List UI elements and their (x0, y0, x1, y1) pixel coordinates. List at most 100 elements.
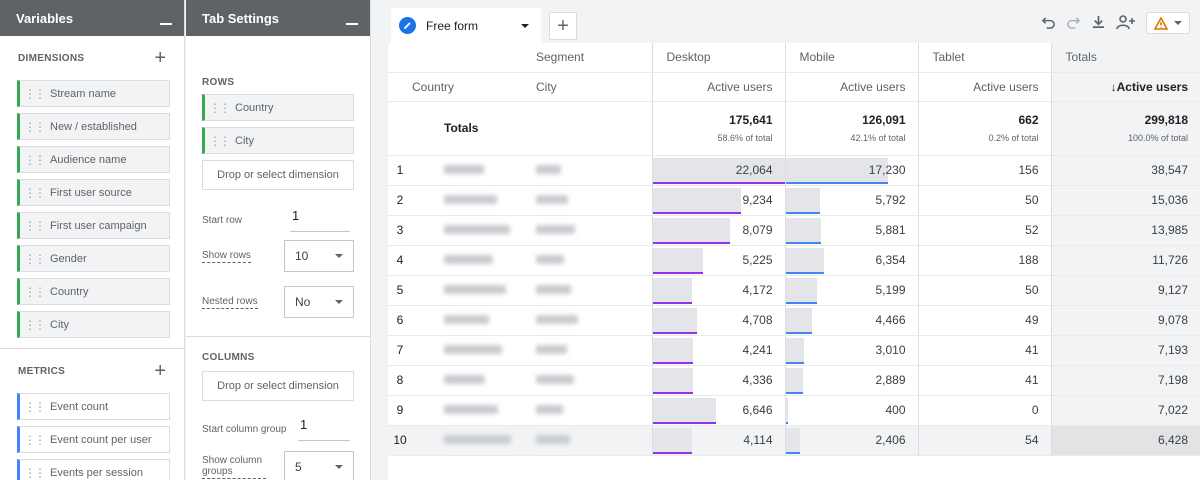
desktop-bar (653, 421, 716, 424)
drag-handle-icon[interactable]: ⋮⋮ (24, 399, 46, 414)
dimension-chip[interactable]: ⋮⋮ Gender (17, 245, 170, 272)
drag-handle-icon[interactable]: ⋮⋮ (24, 317, 46, 332)
drag-handle-icon[interactable]: ⋮⋮ (209, 133, 231, 148)
drag-handle-icon[interactable]: ⋮⋮ (24, 152, 46, 167)
show-rows-select[interactable]: 10 (284, 240, 354, 272)
mobile-value: 2,889 (875, 373, 906, 387)
tab-free-form[interactable]: Free form (391, 8, 541, 43)
dimension-chip[interactable]: ⋮⋮ First user source (17, 179, 170, 206)
segment-desktop[interactable]: Desktop (651, 43, 785, 73)
table-row[interactable]: 5 4,172 5,199 50 9,127 (388, 275, 1200, 306)
chip-label: Gender (50, 252, 87, 265)
country-cell (412, 425, 522, 456)
metric-chip[interactable]: ⋮⋮ Event count per user (17, 426, 170, 453)
table-row[interactable]: 6 4,708 4,466 49 9,078 (388, 305, 1200, 336)
metric-chip[interactable]: ⋮⋮ Events per session (17, 459, 170, 480)
drag-handle-icon[interactable]: ⋮⋮ (24, 86, 46, 101)
minimize-icon[interactable] (346, 23, 358, 25)
metrics-section-header: METRICS + (0, 349, 184, 393)
mobile-bar (786, 211, 820, 214)
minimize-icon[interactable] (160, 23, 172, 25)
mobile-value: 5,199 (875, 283, 906, 297)
redacted-text (444, 165, 484, 174)
redo-icon[interactable] (1066, 14, 1081, 32)
mobile-value: 17,230 (868, 163, 906, 177)
table-row[interactable]: 8 4,336 2,889 41 7,198 (388, 365, 1200, 396)
add-tab-button[interactable]: + (549, 12, 577, 40)
desktop-bar (653, 361, 694, 364)
city-cell (522, 365, 652, 396)
country-header[interactable]: Country (388, 72, 522, 102)
row-number: 10 (388, 425, 412, 456)
segment-tablet[interactable]: Tablet (917, 43, 1051, 73)
table-row[interactable]: 4 5,225 6,354 188 11,726 (388, 245, 1200, 276)
row-dimension-chip[interactable]: ⋮⋮ Country (202, 94, 354, 121)
dimension-chip[interactable]: ⋮⋮ Country (17, 278, 170, 305)
start-column-group-input[interactable]: 1 (298, 417, 350, 441)
nested-rows-value: No (295, 295, 311, 309)
city-cell (522, 155, 652, 186)
drop-dimension-columns[interactable]: Drop or select dimension (202, 371, 354, 401)
add-metric-icon[interactable]: + (154, 360, 166, 382)
active-users-sorted-header[interactable]: ↓Active users (1050, 72, 1200, 102)
dimension-chip[interactable]: ⋮⋮ Stream name (17, 80, 170, 107)
drag-handle-icon[interactable]: ⋮⋮ (24, 218, 46, 233)
table-row[interactable]: 10 4,114 2,406 54 6,428 (388, 425, 1200, 456)
undo-icon[interactable] (1041, 14, 1056, 32)
drag-handle-icon[interactable]: ⋮⋮ (24, 432, 46, 447)
desktop-cell: 5,225 (651, 245, 785, 276)
row-number: 2 (388, 185, 412, 216)
dimension-chip[interactable]: ⋮⋮ New / established (17, 113, 170, 140)
segment-mobile[interactable]: Mobile (784, 43, 918, 73)
nested-rows-select[interactable]: No (284, 286, 354, 318)
warning-button[interactable] (1146, 12, 1190, 34)
redacted-text (536, 165, 561, 174)
row-number: 9 (388, 395, 412, 426)
chevron-down-icon[interactable] (521, 23, 529, 28)
tablet-cell: 156 (917, 155, 1051, 186)
desktop-bar (653, 331, 698, 334)
show-column-groups-label: Show column groups (202, 455, 266, 479)
desktop-value: 4,708 (742, 313, 773, 327)
dimension-chip[interactable]: ⋮⋮ Audience name (17, 146, 170, 173)
chevron-down-icon (1174, 21, 1182, 25)
start-row-label: Start row (202, 214, 243, 226)
mobile-cell: 400 (784, 395, 918, 426)
total-cell: 6,428 (1050, 425, 1200, 456)
tab-settings-body: ROWS ⋮⋮ Country ⋮⋮ City Drop or select dime… (186, 36, 370, 318)
redacted-text (444, 255, 493, 264)
city-header[interactable]: City (522, 72, 652, 102)
table-row[interactable]: 1 22,064 17,230 156 38,547 (388, 155, 1200, 186)
share-icon[interactable] (1116, 14, 1136, 33)
desktop-value: 5,225 (742, 253, 773, 267)
drag-handle-icon[interactable]: ⋮⋮ (24, 284, 46, 299)
dimension-chip[interactable]: ⋮⋮ First user campaign (17, 212, 170, 239)
table-row[interactable]: 2 9,234 5,792 50 15,036 (388, 185, 1200, 216)
active-users-header[interactable]: Active users (784, 72, 918, 102)
drag-handle-icon[interactable]: ⋮⋮ (24, 251, 46, 266)
mobile-bar (786, 301, 818, 304)
add-dimension-icon[interactable]: + (154, 47, 166, 69)
row-dimension-chip[interactable]: ⋮⋮ City (202, 127, 354, 154)
drag-handle-icon[interactable]: ⋮⋮ (24, 465, 46, 480)
segment-totals[interactable]: Totals (1050, 43, 1200, 73)
desktop-cell: 4,708 (651, 305, 785, 336)
drag-handle-icon[interactable]: ⋮⋮ (209, 100, 231, 115)
country-cell (412, 305, 522, 336)
metric-chip[interactable]: ⋮⋮ Event count (17, 393, 170, 420)
table-row[interactable]: 9 6,646 400 0 7,022 (388, 395, 1200, 426)
table-row[interactable]: 7 4,241 3,010 41 7,193 (388, 335, 1200, 366)
dimension-chip[interactable]: ⋮⋮ City (17, 311, 170, 338)
drop-dimension-rows[interactable]: Drop or select dimension (202, 160, 354, 190)
active-users-header[interactable]: Active users (917, 72, 1051, 102)
download-icon[interactable] (1091, 14, 1106, 32)
start-row-option: Start row 1 (202, 208, 354, 232)
start-row-input[interactable]: 1 (290, 208, 350, 232)
table-row[interactable]: 3 8,079 5,881 52 13,985 (388, 215, 1200, 246)
drag-handle-icon[interactable]: ⋮⋮ (24, 119, 46, 134)
mobile-value: 5,881 (875, 223, 906, 237)
desktop-bar (653, 391, 694, 394)
show-column-groups-select[interactable]: 5 (284, 451, 354, 480)
drag-handle-icon[interactable]: ⋮⋮ (24, 185, 46, 200)
active-users-header[interactable]: Active users (651, 72, 785, 102)
